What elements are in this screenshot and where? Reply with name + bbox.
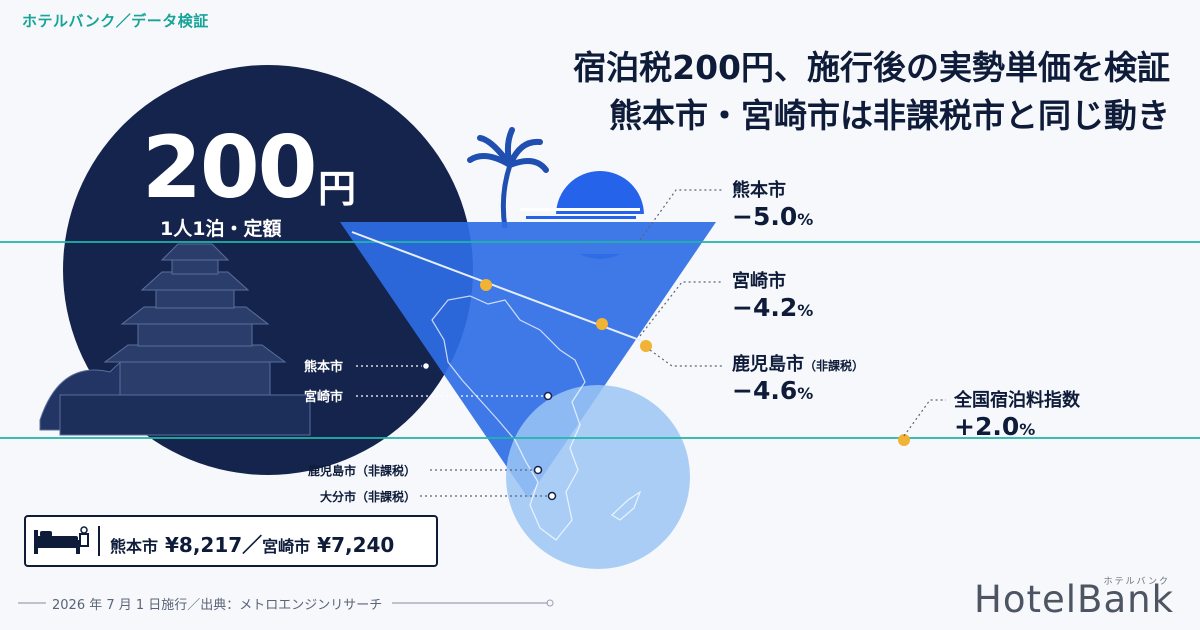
castle-illustration: [39, 243, 311, 436]
bed-icon: [34, 526, 89, 554]
tax-amount: 200: [142, 118, 318, 218]
map-label-miyazaki: 宮崎市: [304, 390, 344, 405]
result-miyazaki: 宮崎市 −4.2%: [732, 267, 813, 322]
marker-kumamoto: [480, 279, 492, 291]
tax-subtitle: 1人1泊・定額: [160, 218, 282, 240]
price-city-1: 熊本市: [110, 537, 159, 556]
kyushu-map-outline: [431, 295, 586, 541]
blue-triangle: [340, 222, 716, 498]
map-label-oita: 大分市（非課税）: [320, 490, 417, 504]
price-divider: [98, 526, 100, 556]
brand-tag: ホテルバンク／データ検証: [22, 12, 209, 30]
result-city: 宮崎市: [732, 271, 786, 292]
result-unit: %: [797, 210, 814, 229]
hotelbank-logo: HotelBank: [974, 578, 1174, 621]
result-value: +2.0: [954, 412, 1020, 441]
headline-line-1: 宿泊税200円、施行後の実勢単価を検証: [573, 48, 1170, 87]
result-value: −4.6: [732, 376, 798, 405]
marker-miyazaki: [596, 318, 608, 330]
price-separator: ／: [242, 533, 263, 557]
light-blue-circle: [506, 385, 690, 569]
marker-kagoshima: [640, 340, 652, 352]
headline-line-2: 熊本市・宮崎市は非課税市と同じ動き: [609, 96, 1170, 135]
result-kagoshima: 鹿児島市（非課税） −4.6%: [732, 350, 864, 405]
result-kumamoto: 熊本市 −5.0%: [732, 176, 813, 231]
footer-rule: [18, 599, 554, 607]
map-leader-lines: [356, 365, 550, 497]
price-box: [24, 515, 438, 567]
result-city: 熊本市: [732, 180, 786, 201]
map-city-dots: [421, 361, 557, 501]
result-note: （非課税）: [804, 359, 865, 373]
marker-national: [898, 434, 910, 446]
map-label-kumamoto: 熊本市: [304, 360, 344, 375]
price-text: 熊本市 ¥8,217／宮崎市 ¥7,240: [110, 529, 394, 558]
result-value: −4.2: [732, 293, 798, 322]
result-unit: %: [1019, 420, 1036, 439]
headline: 宿泊税200円、施行後の実勢単価を検証 熊本市・宮崎市は非課税市と同じ動き: [573, 44, 1170, 140]
map-label-kagoshima: 鹿児島市（非課税）: [308, 464, 417, 478]
result-unit: %: [797, 301, 814, 320]
price-value-1: ¥8,217: [164, 533, 243, 557]
result-city: 全国宿泊料指数: [954, 390, 1080, 411]
price-value-2: ¥7,240: [317, 533, 395, 557]
tax-unit: 円: [318, 167, 357, 211]
price-city-2: 宮崎市: [262, 537, 311, 556]
logo-kana: ホテルバンク: [1103, 577, 1170, 587]
result-value: −5.0: [732, 202, 798, 231]
footer-source: 2026 年 7 月 1 日施行／出典：メトロエンジンリサーチ: [52, 598, 383, 613]
result-city: 鹿児島市: [732, 354, 804, 375]
result-national-index: 全国宿泊料指数 +2.0%: [954, 386, 1080, 441]
result-unit: %: [797, 384, 814, 403]
leader-lines: [639, 189, 946, 437]
